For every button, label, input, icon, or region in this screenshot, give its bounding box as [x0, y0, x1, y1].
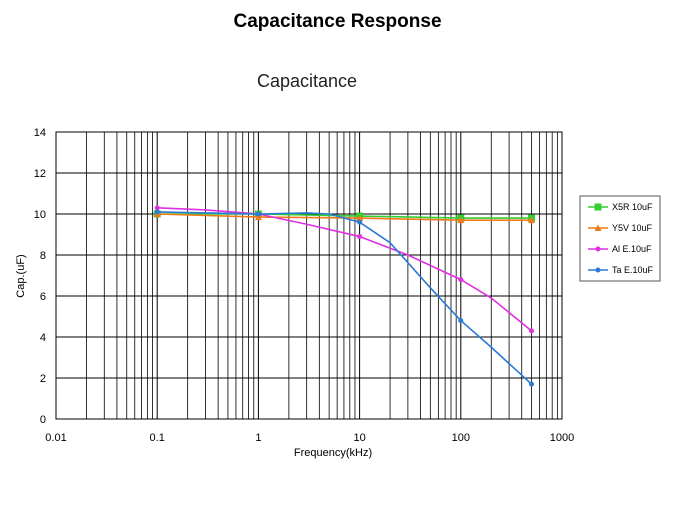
x-axis-label: Frequency(kHz) [294, 447, 372, 459]
data-point [154, 205, 160, 211]
y-tick-label: 6 [40, 291, 46, 303]
x-tick-label: 100 [452, 432, 470, 444]
data-point [255, 211, 261, 217]
legend-item: Al E.10uF [588, 244, 652, 254]
legend-item: Y5V 10uF [588, 223, 653, 233]
x-tick-label: 0.01 [45, 432, 66, 444]
series-line [157, 213, 532, 221]
data-point [529, 381, 535, 387]
y-tick-label: 2 [40, 373, 46, 385]
legend-box [579, 195, 661, 282]
data-point [357, 219, 363, 225]
legend-item: X5R 10uF [588, 202, 653, 212]
data-point [357, 234, 363, 240]
legend-marker [595, 267, 601, 273]
y-tick-label: 14 [34, 127, 46, 139]
y-tick-label: 8 [40, 250, 46, 262]
data-point [154, 209, 160, 215]
y-tick-label: 4 [40, 332, 46, 344]
grid [56, 132, 562, 419]
legend-item: Ta E.10uF [588, 265, 654, 275]
legend-label: Al E.10uF [612, 244, 652, 254]
series-2 [154, 205, 535, 334]
data-point [458, 318, 464, 324]
legend: X5R 10uF Y5V 10uF Al E.10uF Ta E.10uF [579, 195, 661, 282]
data-point [356, 214, 364, 222]
data-point [457, 216, 465, 224]
tick-labels: 0.01 0.1 1 10 100 1000 0 2 4 6 8 10 12 14 [34, 127, 574, 444]
x-tick-label: 10 [353, 432, 365, 444]
series [153, 205, 536, 387]
legend-marker [595, 246, 601, 252]
legend-label: Y5V 10uF [612, 223, 653, 233]
y-tick-label: 12 [34, 168, 46, 180]
plot-frame [55, 131, 563, 420]
series-line [157, 211, 533, 385]
x-tick-label: 1000 [550, 432, 574, 444]
data-point [529, 328, 535, 334]
legend-label: Ta E.10uF [612, 265, 654, 275]
legend-label: X5R 10uF [612, 202, 653, 212]
legend-marker [594, 203, 602, 211]
data-point [528, 216, 536, 224]
slide-title: Capacitance Response [233, 11, 442, 32]
y-tick-label: 0 [40, 414, 46, 426]
y-tick-label: 10 [34, 209, 46, 221]
x-tick-label: 0.1 [150, 432, 165, 444]
data-point [458, 277, 464, 283]
data-point [254, 213, 262, 221]
y-axis-label: Cap.(uF) [15, 254, 27, 297]
series-line [157, 207, 533, 332]
legend-marker [594, 224, 602, 231]
x-tick-label: 1 [255, 432, 261, 444]
chart-title: Capacitance [257, 71, 357, 91]
series-3 [154, 209, 535, 387]
